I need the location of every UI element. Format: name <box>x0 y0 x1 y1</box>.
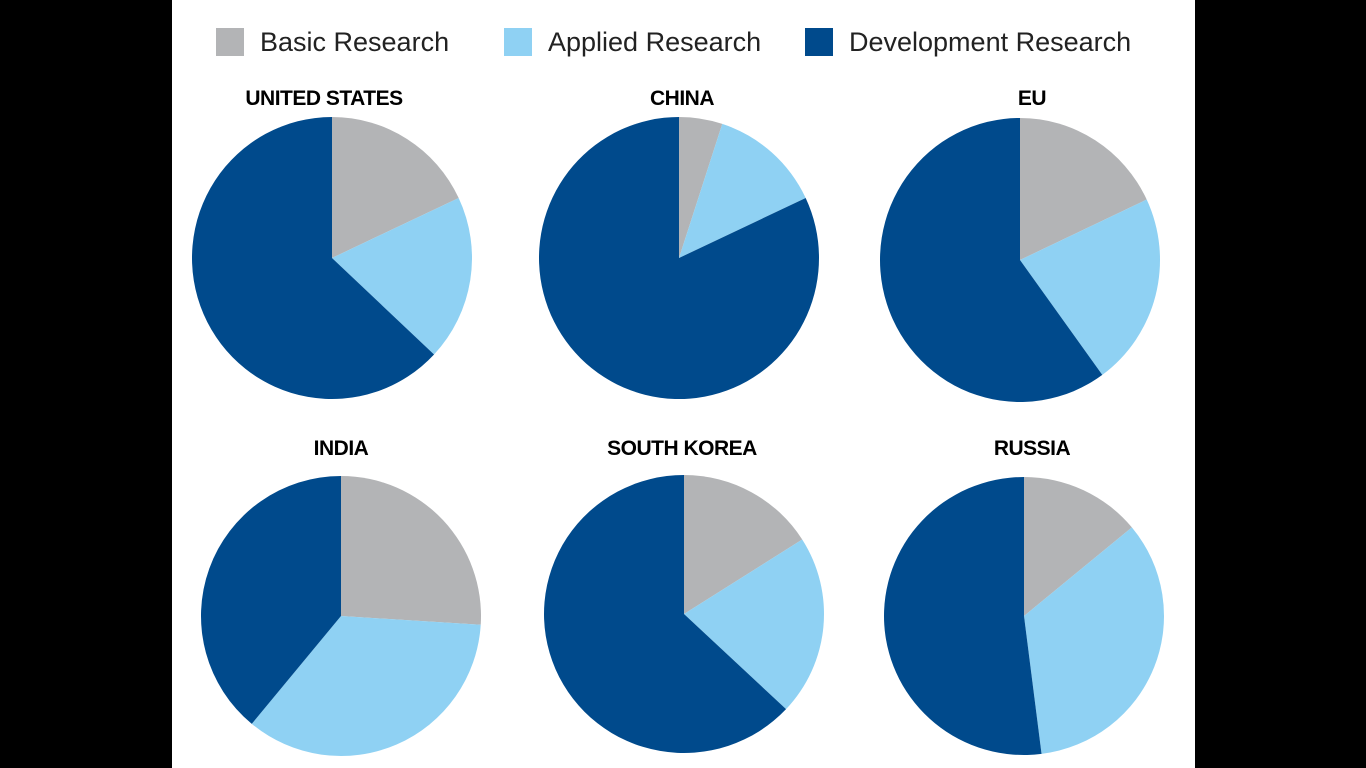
pie-title-south-korea: SOUTH KOREA <box>607 437 757 460</box>
pie-title-russia: RUSSIA <box>993 437 1071 460</box>
pie-eu <box>879 118 1160 402</box>
legend-swatch-applied <box>504 28 532 56</box>
pie-title-united-states: UNITED STATES <box>245 87 403 110</box>
slide: Basic Research Applied Research Developm… <box>172 0 1195 768</box>
legend-swatch-development <box>805 28 833 56</box>
pie-slice-eu-applied <box>1020 199 1160 375</box>
pie-slice-china-basic <box>679 117 723 258</box>
pie-title-india: INDIA <box>313 437 369 460</box>
legend-label-development: Development Research <box>849 26 1132 57</box>
legend-item-basic: Basic Research <box>216 22 449 62</box>
pie-slice-united-states-basic <box>332 117 459 258</box>
pie-slice-china-applied <box>679 123 806 258</box>
legend-label-basic: Basic Research <box>260 26 450 57</box>
pie-china <box>539 117 819 399</box>
pie-slice-south-korea-development <box>544 475 787 753</box>
pie-title-china: CHINA <box>650 87 715 110</box>
pie-south-korea <box>544 475 824 753</box>
pie-slice-russia-development <box>884 477 1042 755</box>
legend-label-applied: Applied Research <box>548 26 762 57</box>
legend: Basic Research Applied Research Developm… <box>172 22 1195 62</box>
legend-item-development: Development Research <box>805 22 1131 62</box>
pie-india <box>201 476 481 756</box>
pie-slice-china-development <box>539 117 819 399</box>
pie-russia <box>884 477 1164 755</box>
pie-slice-south-korea-basic <box>684 475 803 614</box>
pie-title-eu: EU <box>1017 87 1047 110</box>
pie-slice-india-applied <box>251 616 481 756</box>
pie-slice-india-development <box>201 476 341 724</box>
pie-slice-russia-applied <box>1024 527 1164 754</box>
pie-slice-russia-basic <box>1024 477 1132 616</box>
pie-slice-eu-development <box>879 118 1103 402</box>
pie-slice-eu-basic <box>1020 118 1147 260</box>
pie-slice-united-states-development <box>191 117 435 399</box>
legend-item-applied: Applied Research <box>504 22 761 62</box>
pie-slice-united-states-applied <box>332 197 472 355</box>
pie-slice-south-korea-applied <box>684 539 824 710</box>
legend-swatch-basic <box>216 28 244 56</box>
pie-united-states <box>191 117 472 399</box>
pie-slice-india-basic <box>341 476 481 625</box>
